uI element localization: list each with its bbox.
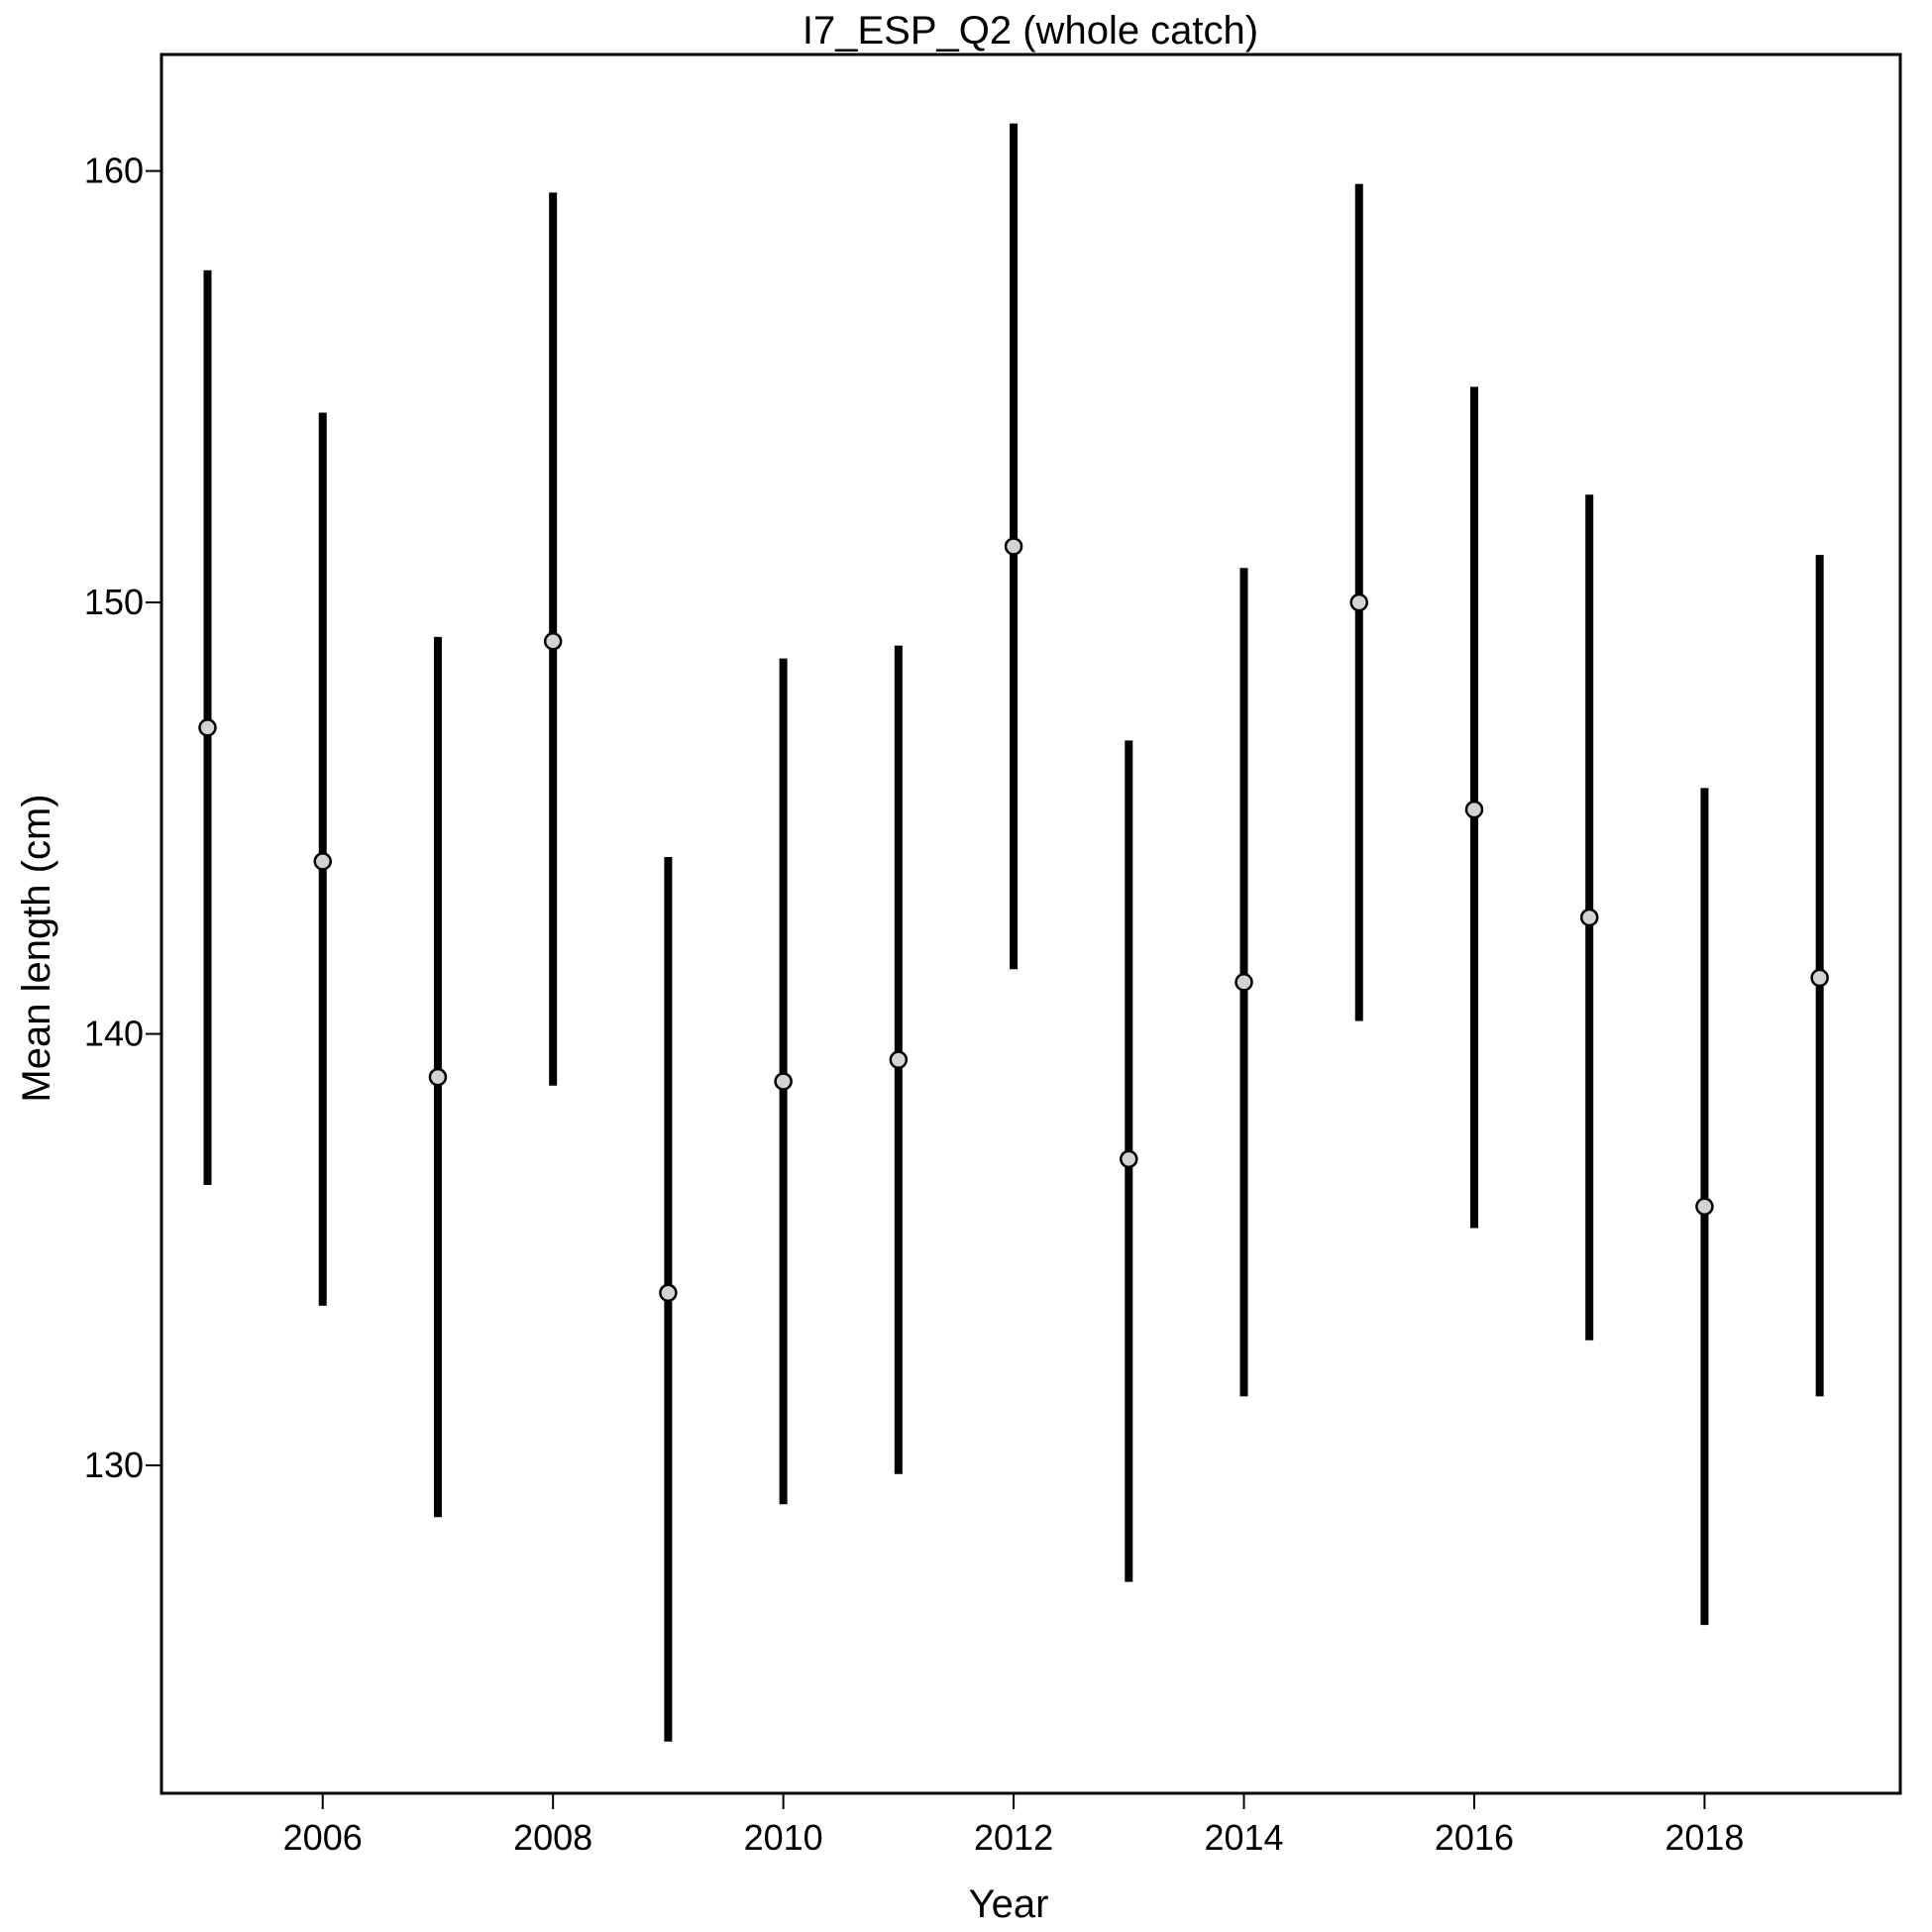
x-tick-label: 2016 <box>1435 1817 1514 1858</box>
y-tick-label: 160 <box>84 151 144 191</box>
y-axis: 130 140 150 160 <box>84 151 161 1485</box>
y-tick-label: 140 <box>84 1014 144 1054</box>
mean-point <box>543 632 563 651</box>
mean-point <box>1579 908 1599 927</box>
mean-point <box>313 852 332 871</box>
chart-title: I7_ESP_Q2 (whole catch) <box>803 9 1258 53</box>
x-tick-label: 2006 <box>283 1817 363 1858</box>
error-bars <box>203 123 1824 1742</box>
x-tick-label: 2014 <box>1204 1817 1283 1858</box>
x-tick-label: 2010 <box>744 1817 823 1858</box>
x-axis-label: Year <box>969 1882 1049 1926</box>
y-tick-label: 130 <box>84 1445 144 1485</box>
mean-point <box>1695 1197 1714 1216</box>
mean-point <box>1349 592 1368 612</box>
mean-point <box>889 1050 909 1069</box>
mean-point <box>1234 973 1253 992</box>
mean-point <box>1464 800 1484 819</box>
mean-point <box>198 718 217 737</box>
plot-area-frame <box>160 53 1902 1795</box>
mean-point <box>1120 1149 1138 1169</box>
x-tick-label: 2018 <box>1664 1817 1744 1858</box>
mean-point <box>428 1067 448 1087</box>
mean-point <box>1004 537 1023 556</box>
mean-points <box>198 537 1829 1303</box>
x-tick-label: 2012 <box>974 1817 1053 1858</box>
x-tick-label: 2008 <box>513 1817 592 1858</box>
mean-point <box>774 1072 793 1091</box>
mean-point <box>1810 968 1829 988</box>
mean-point <box>659 1283 678 1303</box>
x-axis: 2006 2008 2010 2012 2014 2016 2018 <box>283 1793 1744 1858</box>
y-tick-label: 150 <box>84 582 144 622</box>
y-axis-label: Mean length (cm) <box>15 794 58 1102</box>
